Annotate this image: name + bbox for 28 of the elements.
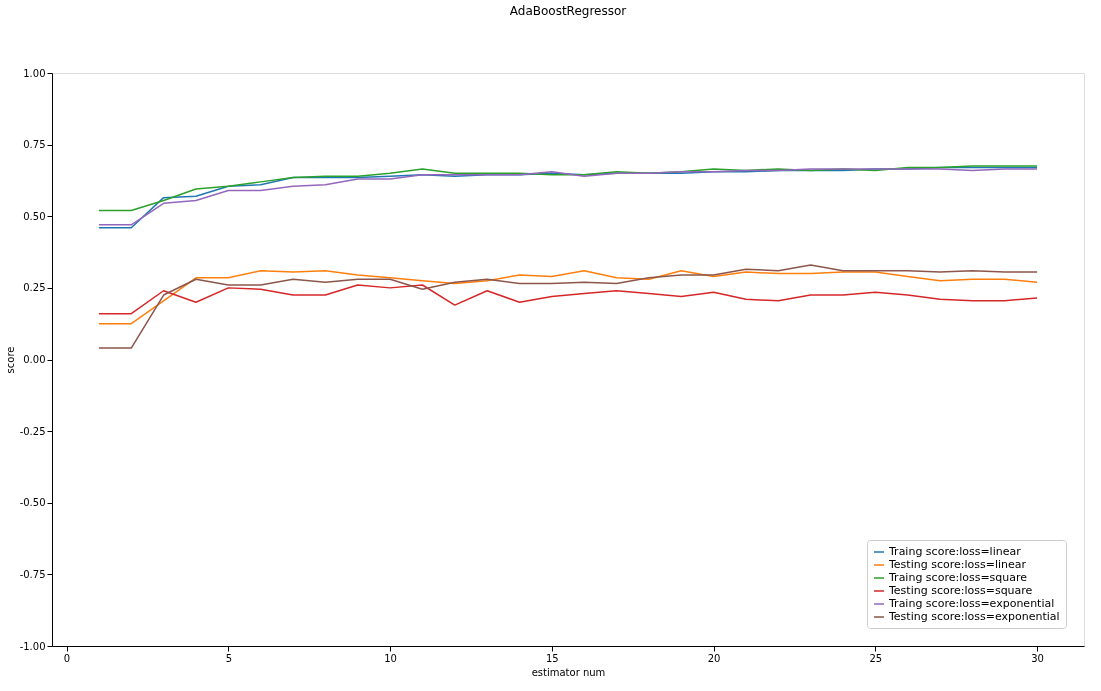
legend-label: Traing score:loss=exponential [888, 597, 1055, 610]
y-tick-label: -1.00 [19, 640, 46, 652]
line-series [98, 269, 1038, 325]
x-tick-label: 10 [384, 652, 397, 664]
y-tick-label: 0.25 [23, 282, 46, 294]
y-axis-title: score [4, 346, 16, 374]
x-tick-label: 15 [545, 652, 559, 664]
y-tick-label: -0.25 [19, 425, 46, 437]
y-tick-label: 0.50 [23, 210, 46, 222]
y-tick-label: -0.50 [19, 497, 46, 509]
legend-label: Testing score:loss=square [888, 584, 1033, 597]
y-tick-label: -0.75 [19, 568, 46, 580]
x-tick-label: 20 [707, 652, 721, 664]
x-axis-title: estimator num [531, 666, 606, 678]
legend-label: Traing score:loss=square [888, 571, 1028, 584]
chart-title: AdaBoostRegressor [509, 4, 627, 18]
x-tick-label: 5 [225, 652, 232, 664]
y-tick-label: 0.00 [23, 354, 46, 365]
x-tick-label: 30 [1031, 652, 1044, 664]
line-series [98, 284, 1038, 315]
legend-label: Traing score:loss=linear [888, 545, 1022, 558]
legend-label: Testing score:loss=exponential [888, 610, 1060, 623]
y-tick-label: 0.75 [23, 139, 46, 151]
x-tick-label: 25 [869, 652, 883, 664]
line-series [98, 264, 1038, 349]
y-tick-label: 1.00 [23, 67, 46, 79]
legend-label: Testing score:loss=linear [888, 558, 1027, 571]
x-tick-label: 0 [63, 652, 71, 664]
